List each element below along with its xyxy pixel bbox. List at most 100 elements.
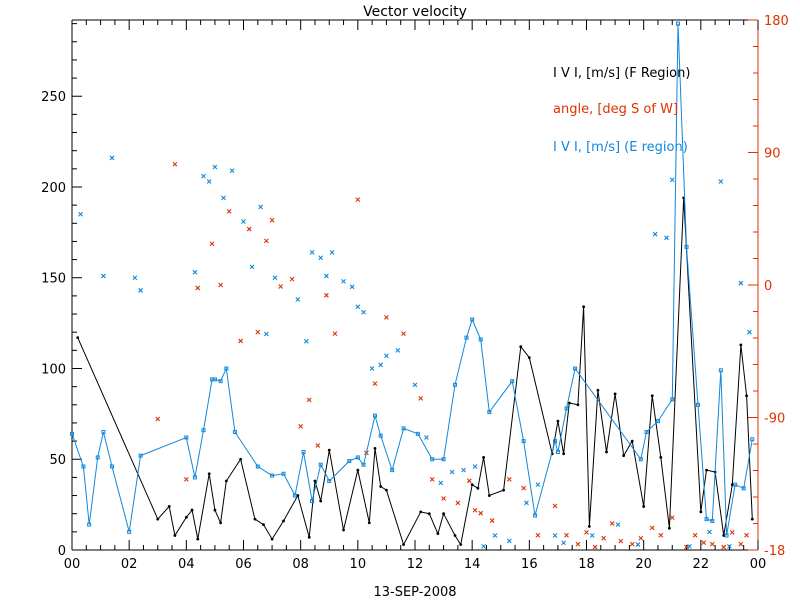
data-point-x	[384, 353, 389, 359]
data-point-x	[747, 329, 752, 335]
data-point	[567, 401, 571, 405]
data-point	[378, 433, 383, 438]
x-tick-label: 14	[464, 557, 481, 572]
data-point	[201, 428, 206, 433]
data-point-x	[721, 544, 727, 550]
data-point	[224, 479, 228, 483]
series-layer	[70, 21, 755, 550]
data-point-x	[638, 535, 644, 541]
data-point-x	[412, 382, 418, 388]
data-point-x	[278, 284, 284, 289]
data-point	[167, 505, 171, 508]
data-point-x	[506, 538, 512, 544]
x-tick-label: 02	[121, 557, 138, 572]
data-point	[576, 403, 580, 407]
data-point-x	[738, 541, 744, 547]
data-point-x	[324, 273, 329, 279]
x-tick-label: 16	[521, 557, 538, 572]
x-tick-label: 00	[750, 557, 767, 572]
data-point	[630, 439, 634, 443]
data-point-x	[101, 273, 106, 279]
legend: I V I, [m/s] (F Region) angle, [deg S of…	[553, 66, 690, 155]
data-point	[587, 525, 591, 528]
data-point	[212, 377, 217, 382]
data-point	[695, 402, 700, 407]
data-point	[442, 512, 445, 516]
data-point	[356, 468, 360, 472]
data-point	[478, 337, 483, 342]
data-point	[622, 454, 626, 458]
data-point	[750, 437, 755, 442]
data-point-x	[455, 500, 461, 506]
data-point	[310, 498, 315, 503]
data-point	[722, 534, 726, 537]
data-point	[296, 494, 300, 497]
x-tick-label: 06	[235, 557, 252, 572]
data-point-x	[652, 231, 658, 237]
data-point	[372, 413, 377, 418]
data-point-x	[584, 529, 589, 535]
data-point-x	[424, 435, 429, 440]
data-point-x	[718, 179, 724, 184]
data-point-x	[355, 197, 361, 202]
data-point	[582, 305, 586, 309]
data-point	[307, 535, 311, 539]
data-point	[464, 335, 469, 340]
data-point-x	[601, 535, 607, 541]
data-point	[470, 483, 474, 487]
data-point-x	[192, 269, 198, 275]
data-point-x	[269, 217, 275, 223]
y-left-tick-label: 200	[41, 181, 66, 196]
data-point-x	[183, 476, 189, 482]
data-point	[556, 419, 560, 423]
data-point-x	[155, 416, 161, 422]
data-point	[402, 543, 405, 546]
data-point	[553, 439, 558, 444]
data-point	[318, 462, 323, 467]
data-point	[675, 21, 680, 26]
data-point-x	[138, 288, 143, 293]
data-point-x	[218, 282, 224, 288]
data-point	[613, 392, 617, 396]
series-line	[71, 23, 753, 536]
x-tick-label: 08	[292, 557, 309, 572]
data-point	[487, 494, 491, 497]
x-tick-label: 00	[64, 557, 81, 572]
y-left-tick-label: 150	[41, 272, 66, 287]
data-point-x	[481, 543, 486, 549]
data-point	[101, 430, 106, 435]
data-point	[415, 431, 420, 436]
data-point	[699, 510, 703, 514]
data-point	[95, 455, 100, 460]
data-point	[521, 439, 526, 444]
data-point-x	[609, 521, 615, 526]
data-point-x	[289, 276, 295, 282]
data-point-x	[355, 304, 361, 310]
data-point	[724, 533, 729, 538]
data-point-x	[521, 485, 527, 491]
data-point-x	[241, 219, 246, 224]
data-point	[401, 426, 406, 431]
data-point	[419, 510, 423, 514]
data-point-x	[744, 532, 749, 538]
y-right-tick-label: 0	[764, 279, 772, 294]
data-point-x	[478, 510, 484, 516]
x-tick-label: 20	[635, 557, 652, 572]
data-point-x	[472, 507, 478, 513]
data-point-x	[318, 255, 324, 261]
data-point-x	[372, 381, 378, 387]
data-point	[482, 456, 485, 459]
data-point-x	[361, 309, 366, 315]
chart-title: Vector velocity	[363, 4, 467, 20]
data-point-x	[472, 464, 478, 469]
data-point-x	[315, 443, 321, 448]
data-point	[255, 464, 260, 469]
data-point-x	[707, 529, 712, 535]
y-right-tick-label: -90	[764, 412, 785, 427]
data-point-x	[258, 204, 264, 210]
x-tick-label: 12	[407, 557, 424, 572]
data-point-x	[461, 467, 466, 473]
data-point	[562, 452, 566, 456]
data-point-x	[729, 529, 735, 535]
data-point	[436, 532, 440, 536]
